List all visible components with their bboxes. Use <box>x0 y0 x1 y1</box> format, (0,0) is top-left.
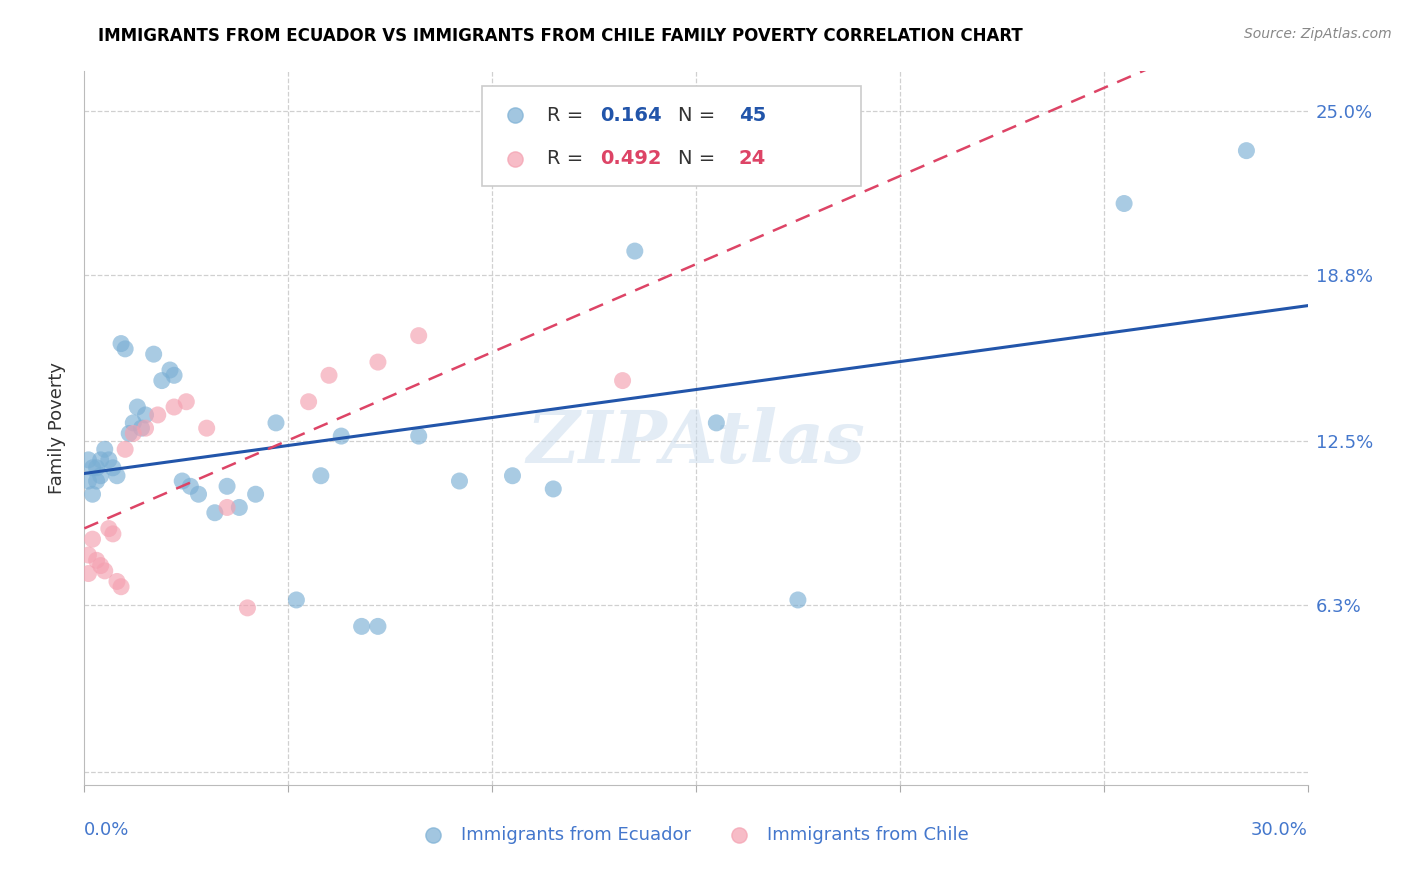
Text: 45: 45 <box>738 105 766 125</box>
Point <box>706 416 728 430</box>
Point <box>86 460 108 475</box>
Point <box>82 532 104 546</box>
Point <box>93 442 115 457</box>
Point <box>114 442 136 457</box>
Point <box>163 400 186 414</box>
Point <box>787 593 810 607</box>
Point <box>236 600 259 615</box>
Point <box>449 474 471 488</box>
Text: 24: 24 <box>738 149 766 169</box>
Point <box>187 487 209 501</box>
Point <box>245 487 267 501</box>
Point <box>82 487 104 501</box>
Point <box>93 564 115 578</box>
Point <box>135 408 157 422</box>
Point <box>77 566 100 581</box>
Point <box>86 553 108 567</box>
Text: 0.164: 0.164 <box>600 105 662 125</box>
Point <box>1114 196 1136 211</box>
Point <box>97 522 120 536</box>
Point <box>97 453 120 467</box>
Point <box>131 421 153 435</box>
Point <box>367 619 389 633</box>
Text: N =: N = <box>678 105 721 125</box>
Point <box>77 453 100 467</box>
Point <box>90 453 112 467</box>
Point <box>90 558 112 573</box>
Point <box>101 460 124 475</box>
Point <box>174 394 197 409</box>
Point <box>110 336 132 351</box>
Point <box>318 368 340 383</box>
Point <box>86 474 108 488</box>
Point <box>127 400 149 414</box>
Point <box>101 527 124 541</box>
Point <box>118 426 141 441</box>
Point <box>135 421 157 435</box>
Point <box>228 500 250 515</box>
Text: ZIPAtlas: ZIPAtlas <box>527 407 865 478</box>
Point <box>195 421 218 435</box>
Point <box>122 416 145 430</box>
Point <box>90 468 112 483</box>
Text: 30.0%: 30.0% <box>1251 821 1308 838</box>
Point <box>77 548 100 562</box>
Point <box>217 500 239 515</box>
Point <box>285 593 308 607</box>
Point <box>142 347 165 361</box>
Text: Source: ZipAtlas.com: Source: ZipAtlas.com <box>1244 27 1392 41</box>
Point <box>543 482 565 496</box>
Point <box>122 426 145 441</box>
Text: R =: R = <box>547 105 589 125</box>
Point <box>163 368 186 383</box>
Text: 0.492: 0.492 <box>600 149 662 169</box>
Point <box>172 474 194 488</box>
Point <box>114 342 136 356</box>
Point <box>624 244 647 258</box>
Text: Immigrants from Chile: Immigrants from Chile <box>766 826 969 844</box>
Point <box>179 479 201 493</box>
Point <box>105 574 128 589</box>
Point <box>1236 144 1258 158</box>
Text: Immigrants from Ecuador: Immigrants from Ecuador <box>461 826 692 844</box>
Point <box>105 468 128 483</box>
Point <box>612 374 634 388</box>
Point <box>298 394 321 409</box>
Point <box>204 506 226 520</box>
Point <box>309 468 332 483</box>
Point <box>82 460 104 475</box>
Point <box>110 580 132 594</box>
Point <box>150 374 173 388</box>
Text: 0.0%: 0.0% <box>84 821 129 838</box>
Point <box>408 429 430 443</box>
FancyBboxPatch shape <box>482 86 860 186</box>
Text: N =: N = <box>678 149 721 169</box>
Point <box>264 416 287 430</box>
Y-axis label: Family Poverty: Family Poverty <box>48 362 66 494</box>
Point <box>77 474 100 488</box>
Point <box>350 619 373 633</box>
Text: R =: R = <box>547 149 589 169</box>
Point <box>146 408 169 422</box>
Point <box>159 363 181 377</box>
Point <box>217 479 239 493</box>
Point <box>502 468 524 483</box>
Point <box>330 429 353 443</box>
Text: IMMIGRANTS FROM ECUADOR VS IMMIGRANTS FROM CHILE FAMILY POVERTY CORRELATION CHAR: IMMIGRANTS FROM ECUADOR VS IMMIGRANTS FR… <box>98 27 1024 45</box>
Point <box>408 328 430 343</box>
Point <box>367 355 389 369</box>
